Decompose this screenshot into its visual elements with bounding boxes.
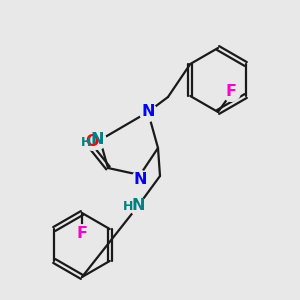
- Text: N: N: [90, 133, 104, 148]
- Text: F: F: [226, 85, 236, 100]
- Text: H: H: [81, 136, 91, 149]
- Text: N: N: [131, 199, 145, 214]
- Text: H: H: [123, 200, 133, 214]
- Text: O: O: [85, 134, 99, 148]
- Text: N: N: [141, 104, 155, 119]
- Text: N: N: [133, 172, 147, 187]
- Text: F: F: [76, 226, 88, 241]
